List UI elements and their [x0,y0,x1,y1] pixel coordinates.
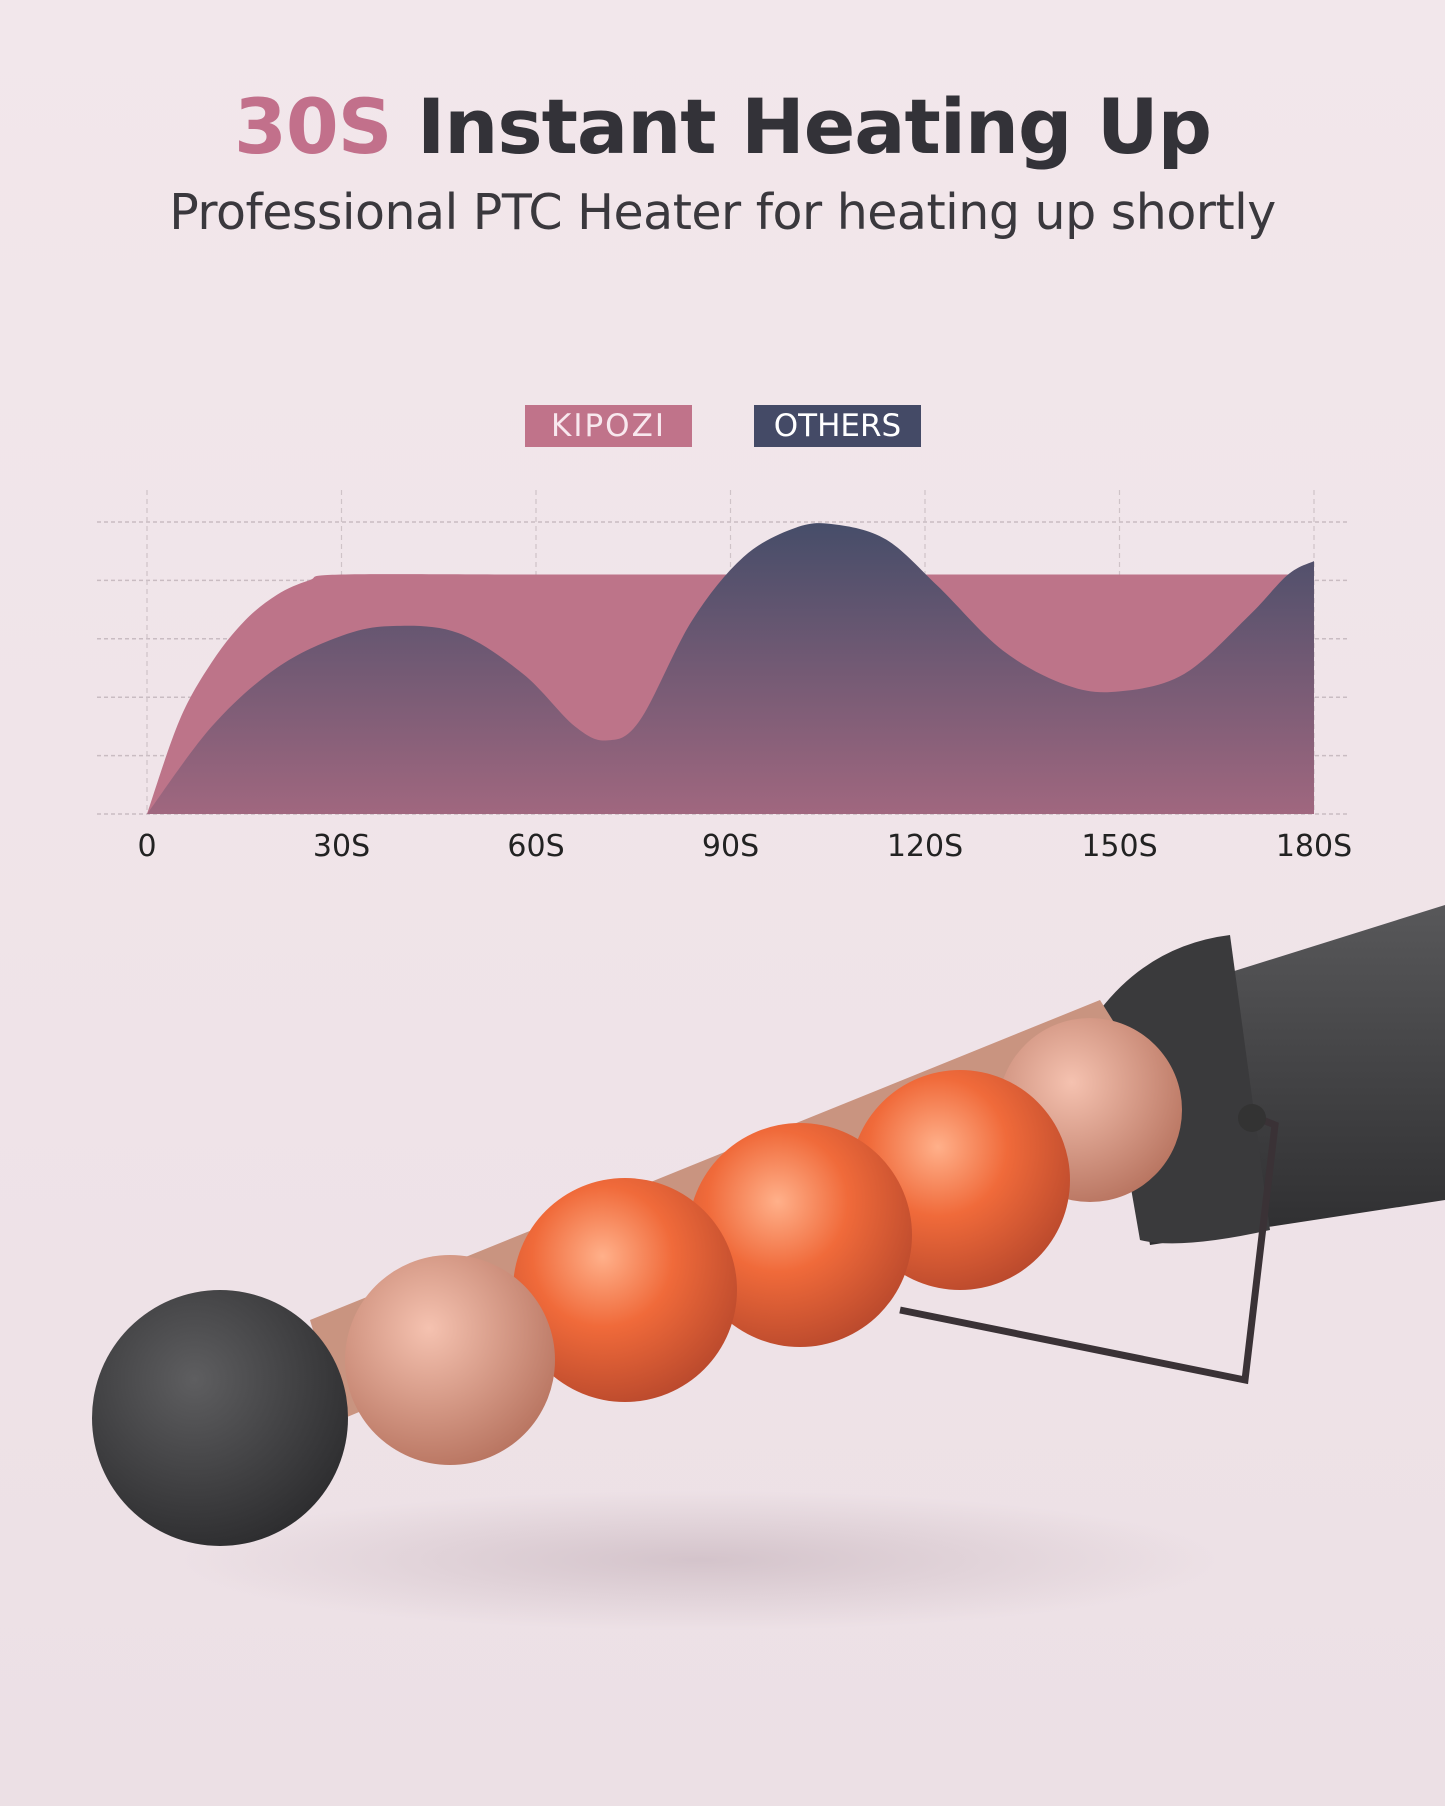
heating-chart: 0 30S 60S 90S 120S 150S 180S [97,490,1352,864]
legend-kipozi: KIPOZI [525,405,692,447]
x-tick-label: 30S [313,829,370,864]
legend-others: OTHERS [754,405,921,447]
x-tick-label: 150S [1081,829,1157,864]
page-subtitle: Professional PTC Heater for heating up s… [169,184,1276,241]
title-text: Instant Heating Up [391,82,1212,171]
x-tick-label: 60S [507,829,564,864]
area-others [147,523,1314,814]
x-tick-label: 0 [137,829,156,864]
x-tick-label: 120S [887,829,963,864]
page-title: 30S Instant Heating Up [0,82,1445,171]
x-tick-label: 180S [1276,829,1352,864]
x-tick-label: 90S [702,829,759,864]
title-accent: 30S [234,82,392,171]
